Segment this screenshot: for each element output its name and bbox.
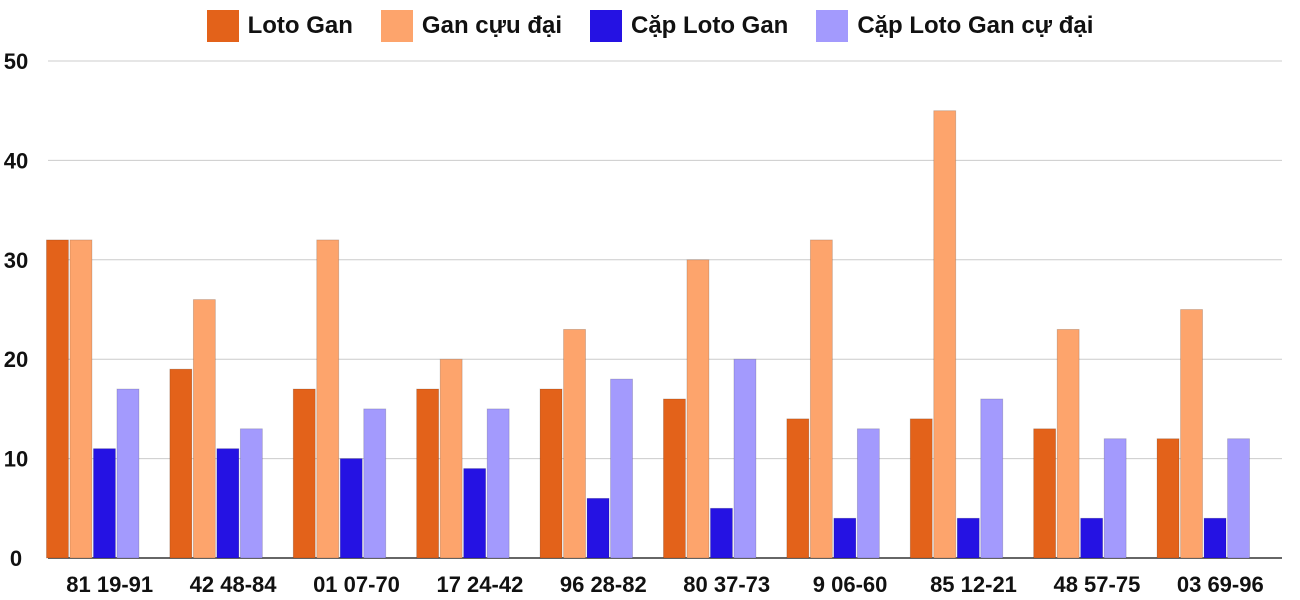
bar-2-2: [192, 299, 216, 559]
bar-1-10: [1156, 438, 1180, 559]
legend-item-loto-gan: Loto Gan: [206, 10, 353, 42]
y-tick-label: 20: [4, 347, 28, 372]
bar-1-8: [909, 418, 933, 559]
bar-4-9: [1103, 438, 1127, 559]
bar-4-5: [610, 378, 633, 559]
legend-swatch-cap-loto-gan-cu-dai: [816, 10, 849, 42]
bar-3-9: [1080, 517, 1104, 559]
bar-4-10: [1227, 438, 1250, 559]
bar-2-5: [563, 328, 586, 559]
bar-1-6: [663, 398, 686, 559]
bar-3-7: [833, 517, 857, 559]
x-tick-label: 96 28-82: [560, 572, 647, 597]
y-tick-label: 30: [4, 248, 28, 273]
bar-3-3: [339, 458, 363, 559]
x-tick-label: 42 48-84: [190, 572, 278, 597]
axis-labels: 0 10 20 30 40 50 81 19-91 42 48-84 01 07-70 17 24…: [4, 49, 1264, 597]
bar-2-7: [809, 239, 833, 559]
bar-2-9: [1056, 328, 1080, 559]
x-tick-label: 9 06-60: [813, 572, 888, 597]
legend-swatch-cap-loto-gan: [590, 10, 622, 42]
bar-3-2: [216, 448, 240, 559]
x-tick-label: 80 37-73: [683, 572, 770, 597]
x-tick-label: 81 19-91: [66, 572, 153, 597]
bar-1-2: [169, 368, 193, 559]
y-tick-label: 40: [4, 148, 28, 173]
bar-1-5: [539, 388, 563, 559]
x-tick-label: 85 12-21: [930, 572, 1017, 597]
bar-4-4: [486, 408, 510, 559]
x-tick-label: 01 07-70: [313, 572, 400, 597]
bar-2-6: [686, 259, 710, 559]
bar-4-1: [116, 388, 140, 559]
legend-swatch-loto-gan: [206, 10, 239, 42]
legend-swatch-gan-cuu-dai: [380, 10, 413, 42]
bar-1-7: [786, 418, 810, 559]
bar-1-9: [1033, 428, 1057, 559]
legend-label-cap-loto-gan: Cặp Loto Gan: [631, 12, 789, 39]
chart-legend: Loto Gan Gan cựu đại Cặp Loto Gan Cặp Lo…: [0, 10, 1300, 42]
bar-2-8: [933, 110, 957, 559]
x-tick-label: 03 69-96: [1177, 572, 1264, 597]
bar-4-7: [856, 428, 880, 559]
bar-1-3: [292, 388, 316, 559]
bar-4-6: [733, 358, 757, 559]
bar-2-10: [1180, 309, 1203, 559]
legend-item-cap-loto-gan-cu-dai: Cặp Loto Gan cự đại: [816, 10, 1093, 42]
bar-4-2: [239, 428, 263, 559]
bar-4-8: [980, 398, 1004, 559]
bar-2-4: [439, 358, 463, 559]
y-tick-label: 0: [10, 546, 22, 571]
bar-3-1: [93, 448, 116, 559]
bar-3-8: [956, 517, 980, 559]
bar-1-1: [46, 239, 69, 559]
bar-3-6: [710, 507, 733, 559]
bar-3-4: [463, 468, 487, 559]
x-tick-label: 17 24-42: [436, 572, 523, 597]
bars: [46, 110, 1250, 559]
legend-label-gan-cuu-dai: Gan cựu đại: [421, 12, 562, 39]
legend-item-gan-cuu-dai: Gan cựu đại: [380, 10, 562, 42]
bar-2-3: [316, 239, 340, 559]
y-tick-label: 10: [4, 447, 28, 472]
bar-1-4: [416, 388, 440, 559]
bar-4-3: [363, 408, 387, 559]
bar-2-1: [69, 239, 93, 559]
legend-label-loto-gan: Loto Gan: [247, 12, 353, 39]
legend-label-cap-loto-gan-cu-dai: Cặp Loto Gan cự đại: [857, 12, 1094, 39]
bar-3-5: [586, 497, 610, 559]
y-tick-label: 50: [4, 49, 28, 74]
bar-3-10: [1203, 517, 1227, 559]
legend-item-cap-loto-gan: Cặp Loto Gan: [590, 10, 788, 42]
x-tick-label: 48 57-75: [1053, 572, 1140, 597]
